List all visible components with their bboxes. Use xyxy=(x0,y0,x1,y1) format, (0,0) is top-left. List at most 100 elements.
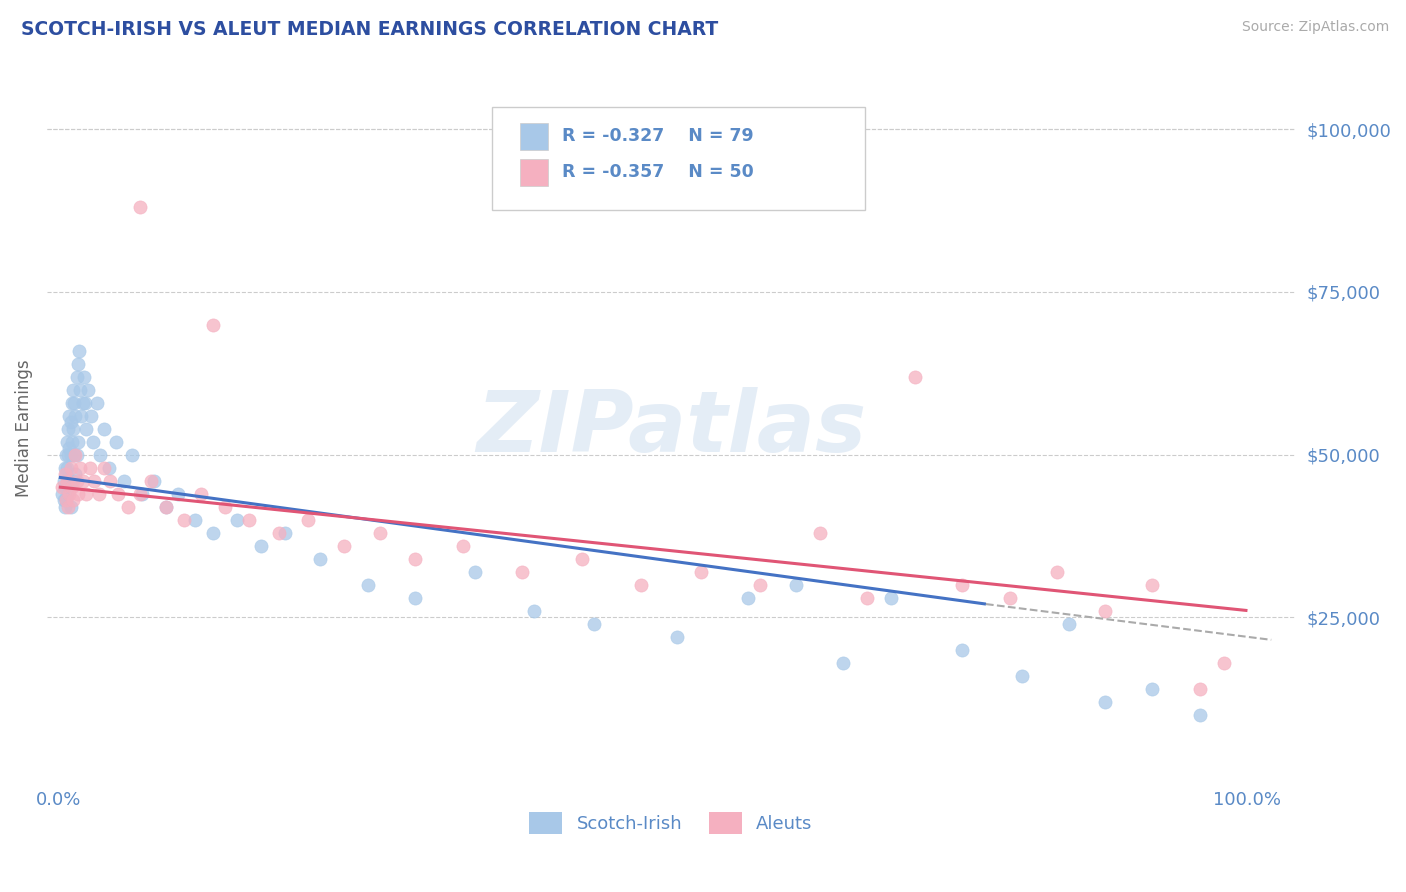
Y-axis label: Median Earnings: Median Earnings xyxy=(15,359,32,498)
Text: R = -0.327    N = 79: R = -0.327 N = 79 xyxy=(562,128,754,145)
Point xyxy=(52,474,75,488)
Point xyxy=(1011,668,1033,682)
Point xyxy=(72,395,94,409)
Point xyxy=(66,486,89,500)
Point xyxy=(56,486,79,500)
Point xyxy=(62,383,84,397)
Point xyxy=(1212,656,1234,670)
Point xyxy=(69,460,91,475)
Point xyxy=(53,480,76,494)
Point xyxy=(250,539,273,553)
Point xyxy=(62,421,84,435)
Point xyxy=(69,383,91,397)
Point xyxy=(53,460,76,475)
Point xyxy=(571,551,593,566)
Point xyxy=(785,577,807,591)
Point xyxy=(173,512,195,526)
Point xyxy=(226,512,249,526)
Point xyxy=(60,434,83,449)
Point xyxy=(83,474,105,488)
Point xyxy=(1057,616,1080,631)
Point xyxy=(58,441,80,455)
Point xyxy=(56,474,79,488)
Point xyxy=(368,525,391,540)
Point xyxy=(214,500,236,514)
Point xyxy=(904,369,927,384)
Point xyxy=(55,467,77,481)
Point xyxy=(59,415,82,429)
Point xyxy=(97,460,120,475)
Point xyxy=(155,500,177,514)
Legend: Scotch-Irish, Aleuts: Scotch-Irish, Aleuts xyxy=(530,812,813,834)
Point xyxy=(142,474,165,488)
Point xyxy=(65,409,87,423)
Point xyxy=(190,486,212,500)
Point xyxy=(59,460,82,475)
Point xyxy=(832,656,855,670)
Point xyxy=(464,565,486,579)
Point xyxy=(404,551,426,566)
Point xyxy=(56,434,79,449)
Point xyxy=(1094,603,1116,617)
Point xyxy=(1142,577,1164,591)
Point xyxy=(1142,681,1164,696)
Point xyxy=(82,434,104,449)
Point xyxy=(60,474,83,488)
Point xyxy=(950,577,973,591)
Point xyxy=(737,591,759,605)
Point xyxy=(75,486,97,500)
Point xyxy=(65,467,87,481)
Point xyxy=(297,512,319,526)
Point xyxy=(1094,695,1116,709)
Point xyxy=(52,493,75,508)
Point xyxy=(65,448,87,462)
Point xyxy=(62,474,84,488)
Point xyxy=(117,500,139,514)
Point xyxy=(59,474,82,488)
Point xyxy=(333,539,356,553)
Point xyxy=(273,525,295,540)
Point xyxy=(856,591,879,605)
Point xyxy=(58,474,80,488)
Point xyxy=(77,383,100,397)
Point xyxy=(128,201,150,215)
Point xyxy=(66,357,89,371)
Point xyxy=(51,480,73,494)
Text: ZIPatlas: ZIPatlas xyxy=(475,387,866,470)
Point xyxy=(166,486,188,500)
Point xyxy=(121,448,143,462)
Point xyxy=(55,493,77,508)
Text: SCOTCH-IRISH VS ALEUT MEDIAN EARNINGS CORRELATION CHART: SCOTCH-IRISH VS ALEUT MEDIAN EARNINGS CO… xyxy=(21,20,718,38)
Point xyxy=(89,448,111,462)
Point xyxy=(72,474,94,488)
Point xyxy=(73,369,96,384)
Point xyxy=(70,409,93,423)
Point xyxy=(582,616,605,631)
Point xyxy=(63,395,86,409)
Point xyxy=(63,448,86,462)
Point xyxy=(59,500,82,514)
Point xyxy=(128,486,150,500)
Point xyxy=(451,539,474,553)
Point xyxy=(665,630,688,644)
Point xyxy=(998,591,1021,605)
Point xyxy=(58,409,80,423)
Point xyxy=(523,603,546,617)
Point xyxy=(512,565,534,579)
Point xyxy=(689,565,711,579)
Point xyxy=(880,591,903,605)
Point xyxy=(51,486,73,500)
Point xyxy=(749,577,772,591)
Point xyxy=(65,369,87,384)
Point xyxy=(107,486,129,500)
Point xyxy=(112,474,135,488)
Point xyxy=(56,460,79,475)
Point xyxy=(58,448,80,462)
Point xyxy=(80,409,103,423)
Point xyxy=(60,480,83,494)
Point xyxy=(238,512,260,526)
Point xyxy=(155,500,177,514)
Point xyxy=(131,486,153,500)
Point xyxy=(184,512,207,526)
Point xyxy=(309,551,332,566)
